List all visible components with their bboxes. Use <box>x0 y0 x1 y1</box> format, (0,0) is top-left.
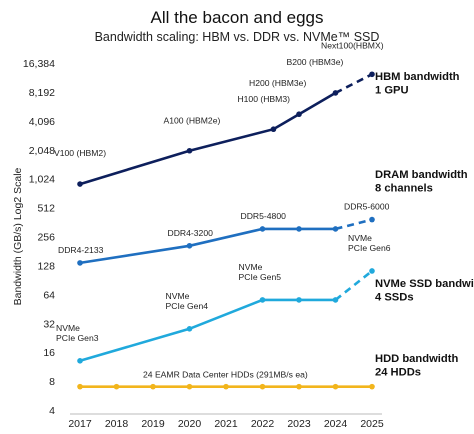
data-point <box>296 297 302 303</box>
data-point <box>186 326 193 332</box>
series-name: NVMe SSD bandwidth4 SSDs <box>375 278 474 304</box>
chart-title: All the bacon and eggs <box>150 8 324 27</box>
y-tick-label: 32 <box>43 318 55 330</box>
data-label: DDR4-2133 <box>58 245 104 255</box>
data-point <box>77 383 83 390</box>
data-label: NVMe PCIe Gen6 <box>348 233 391 253</box>
x-tick-label: 2017 <box>68 418 92 430</box>
data-point <box>369 383 375 390</box>
data-point <box>332 226 339 232</box>
data-point <box>332 90 339 96</box>
data-label: H200 (HBM3e) <box>249 78 306 88</box>
y-tick-label: 4 <box>49 405 55 417</box>
data-point <box>223 383 229 390</box>
y-tick-label: 128 <box>37 260 55 272</box>
y-tick-label: 16 <box>43 347 55 359</box>
data-point <box>186 242 193 249</box>
series-name: DRAM bandwidth 8 channels <box>375 169 468 195</box>
x-tick-label: 2022 <box>251 418 275 430</box>
y-tick-label: 64 <box>43 289 55 301</box>
x-tick-label: 2024 <box>324 418 348 430</box>
data-point <box>296 383 302 390</box>
data-label: H100 (HBM3) <box>237 94 290 104</box>
data-point <box>77 260 83 266</box>
data-label: NVMe PCIe Gen4 <box>166 291 209 311</box>
y-tick-label: 16,384 <box>23 58 55 70</box>
x-tick-label: 2020 <box>178 418 202 430</box>
y-tick-label: 4,096 <box>29 116 55 128</box>
data-point <box>77 181 83 187</box>
data-point <box>369 71 375 78</box>
y-axis-label: Bandwidth (GB/s) Log2 Scale <box>12 167 24 305</box>
y-tick-label: 8,192 <box>29 87 55 99</box>
series-name: HDD bandwidth 24 HDDs <box>375 353 458 379</box>
data-point <box>270 126 277 133</box>
data-point <box>150 383 156 390</box>
x-tick-label: 2023 <box>287 418 311 430</box>
y-tick-label: 2,048 <box>29 145 55 157</box>
data-point <box>77 358 83 364</box>
series-dashed-line <box>334 269 373 301</box>
y-tick-label: 512 <box>37 203 55 215</box>
data-point <box>186 383 193 390</box>
data-label: A100 (HBM2e) <box>164 116 221 126</box>
data-point <box>259 383 266 390</box>
chart-subtitle: Bandwidth scaling: HBM vs. DDR vs. NVMe™… <box>94 30 380 44</box>
y-tick-label: 256 <box>37 232 55 244</box>
data-label: V100 (HBM2) <box>54 148 106 158</box>
series-dashed-line <box>334 73 373 95</box>
data-label: 24 EAMR Data Center HDDs (291MB/s ea) <box>143 370 308 380</box>
y-tick-label: 8 <box>49 376 55 388</box>
series-name: HBM bandwidth 1 GPU <box>375 71 460 97</box>
data-point <box>186 147 193 154</box>
data-point <box>296 111 302 118</box>
data-label: NVMe PCIe Gen3 <box>56 323 99 343</box>
data-point <box>113 383 120 390</box>
data-label: B200 (HBM3e) <box>287 57 344 67</box>
data-point <box>369 216 375 223</box>
data-point <box>369 268 375 274</box>
series-line <box>79 91 337 186</box>
series-dashed-line <box>335 218 373 231</box>
data-point <box>332 383 339 390</box>
data-label: Next100(HBMX) <box>321 40 384 50</box>
x-tick-label: 2019 <box>141 418 165 430</box>
data-point <box>259 226 266 232</box>
data-label: DDR4-3200 <box>168 228 214 238</box>
x-tick-label: 2025 <box>360 418 384 430</box>
data-point <box>332 297 339 303</box>
data-label: DDR5-6000 <box>344 202 390 212</box>
data-point <box>259 297 266 303</box>
data-label: NVMe PCIe Gen5 <box>239 262 282 282</box>
x-tick-label: 2021 <box>214 418 238 430</box>
x-tick-label: 2018 <box>105 418 129 430</box>
y-tick-label: 1,024 <box>29 174 55 186</box>
data-point <box>296 226 302 232</box>
data-label: DDR5-4800 <box>241 211 287 221</box>
